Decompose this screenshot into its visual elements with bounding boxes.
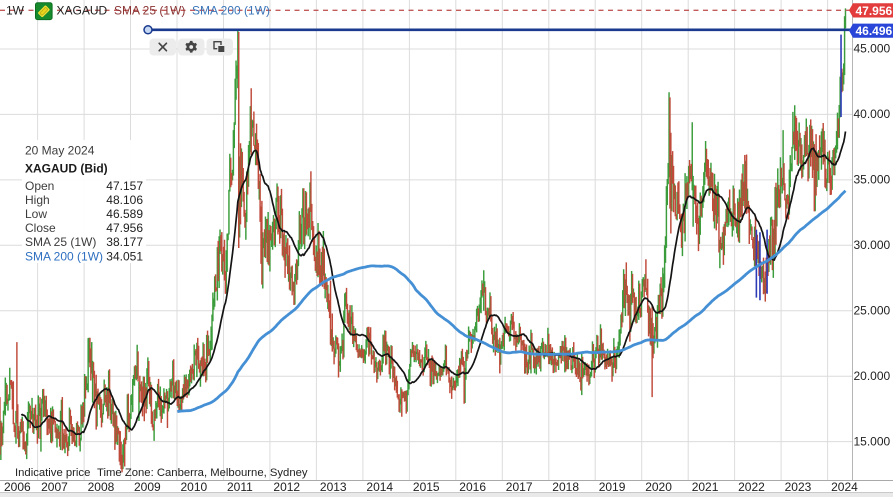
svg-text:2014: 2014 xyxy=(366,480,393,494)
svg-text:2019: 2019 xyxy=(599,480,626,494)
svg-text:20.000: 20.000 xyxy=(854,369,891,383)
svg-text:Open: Open xyxy=(25,179,54,193)
svg-text:2022: 2022 xyxy=(738,480,765,494)
svg-text:45.000: 45.000 xyxy=(854,42,891,56)
svg-text:2007: 2007 xyxy=(41,480,68,494)
svg-text:2020: 2020 xyxy=(645,480,672,494)
svg-text:High: High xyxy=(25,193,50,207)
svg-text:46.589: 46.589 xyxy=(106,207,143,221)
svg-text:XAGAUD: XAGAUD xyxy=(57,4,108,18)
svg-text:2010: 2010 xyxy=(181,480,208,494)
svg-text:Low: Low xyxy=(25,207,47,221)
svg-text:47.157: 47.157 xyxy=(106,179,143,193)
svg-text:SMA 25 (1W): SMA 25 (1W) xyxy=(25,235,96,249)
svg-text:38.177: 38.177 xyxy=(106,235,143,249)
svg-text:2012: 2012 xyxy=(273,480,300,494)
svg-text:35.000: 35.000 xyxy=(854,173,891,187)
svg-text:2015: 2015 xyxy=(413,480,440,494)
svg-text:SMA 200 (1W): SMA 200 (1W) xyxy=(192,4,270,18)
svg-text:1W: 1W xyxy=(6,4,25,18)
svg-text:2013: 2013 xyxy=(320,480,347,494)
svg-text:2017: 2017 xyxy=(506,480,533,494)
svg-text:20 May 2024: 20 May 2024 xyxy=(25,144,95,158)
svg-text:SMA 200 (1W): SMA 200 (1W) xyxy=(25,250,103,264)
svg-text:25.000: 25.000 xyxy=(854,304,891,318)
svg-text:2021: 2021 xyxy=(692,480,719,494)
svg-text:Close: Close xyxy=(25,221,56,235)
svg-text:XAGAUD (Bid): XAGAUD (Bid) xyxy=(25,162,108,176)
svg-text:2016: 2016 xyxy=(459,480,486,494)
svg-text:34.051: 34.051 xyxy=(106,250,143,264)
svg-text:2024: 2024 xyxy=(831,480,858,494)
svg-text:SMA 25 (1W): SMA 25 (1W) xyxy=(114,4,185,18)
svg-text:2009: 2009 xyxy=(134,480,161,494)
svg-text:Indicative price: Indicative price xyxy=(15,467,90,479)
svg-text:15.000: 15.000 xyxy=(854,434,891,448)
svg-text:2011: 2011 xyxy=(227,480,253,494)
svg-text:2008: 2008 xyxy=(88,480,115,494)
svg-text:2023: 2023 xyxy=(785,480,812,494)
svg-text:30.000: 30.000 xyxy=(854,238,891,252)
svg-text:40.000: 40.000 xyxy=(854,107,891,121)
svg-text:46.496: 46.496 xyxy=(856,24,893,38)
svg-text:Time Zone: Canberra, Melbourne: Time Zone: Canberra, Melbourne, Sydney xyxy=(97,467,308,479)
svg-text:48.106: 48.106 xyxy=(106,193,143,207)
svg-text:47.956: 47.956 xyxy=(106,221,143,235)
svg-text:2006: 2006 xyxy=(4,480,31,494)
svg-text:2018: 2018 xyxy=(552,480,579,494)
svg-text:47.956: 47.956 xyxy=(856,4,893,18)
